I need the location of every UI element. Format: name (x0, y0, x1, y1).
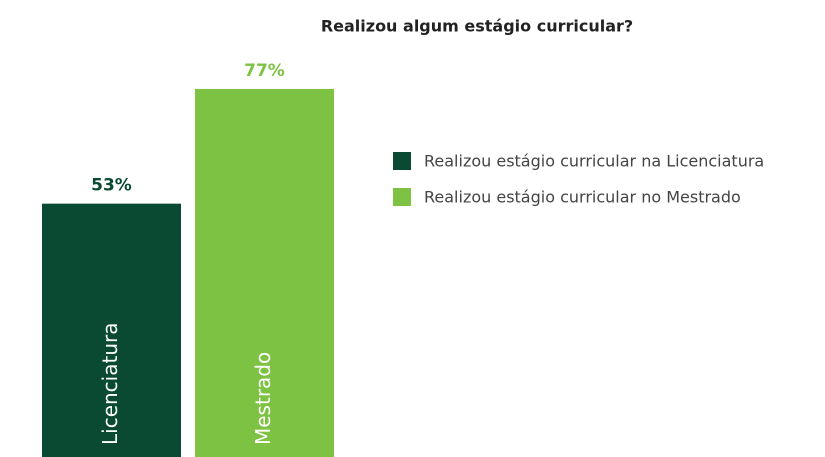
chart-title: Realizou algum estágio curricular? (321, 17, 633, 36)
legend-label: Realizou estágio curricular na Licenciat… (424, 152, 764, 171)
bar (42, 203, 181, 457)
data-label: 77% (244, 61, 285, 81)
legend-swatch (393, 152, 411, 170)
data-label: 53% (91, 176, 132, 196)
bar (195, 88, 334, 457)
legend-swatch (393, 188, 411, 206)
category-label: Licenciatura (98, 323, 122, 445)
legend-label: Realizou estágio curricular no Mestrado (424, 188, 741, 207)
category-label: Mestrado (251, 352, 275, 445)
